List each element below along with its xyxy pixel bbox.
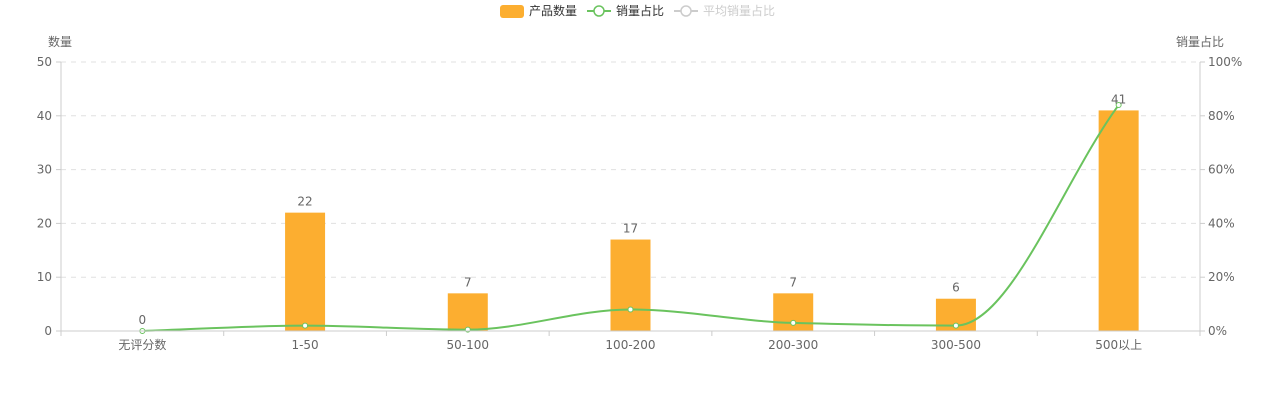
bar[interactable] [285, 212, 326, 331]
x-tick-label: 100-200 [605, 338, 655, 352]
y-left-axis-title: 数量 [48, 34, 72, 49]
bar-data-label: 41 [1111, 92, 1126, 106]
y-right-tick-label: 20% [1208, 270, 1235, 284]
legend-item-1[interactable]: 销量占比 [587, 3, 664, 18]
legend-item-0[interactable]: 产品数量 [500, 3, 577, 18]
x-tick-label: 200-300 [768, 338, 818, 352]
y-left-tick-label: 20 [37, 216, 52, 230]
legend: 产品数量 销量占比 平均销量占比 [500, 3, 775, 18]
y-right-tick-label: 100% [1208, 55, 1242, 69]
x-tick-label: 300-500 [931, 338, 981, 352]
line-point[interactable] [627, 306, 634, 313]
legend-label: 平均销量占比 [703, 3, 775, 18]
line-point[interactable] [952, 322, 959, 329]
y-left-tick-label: 50 [37, 55, 52, 69]
line-point[interactable] [1115, 102, 1122, 109]
bar[interactable] [1098, 110, 1139, 331]
bar-data-label: 22 [297, 195, 312, 209]
bar[interactable] [610, 239, 651, 331]
legend-label: 销量占比 [616, 3, 664, 18]
bar-data-label: 7 [789, 275, 797, 289]
line-point[interactable] [302, 322, 309, 329]
y-left-tick-label: 0 [44, 324, 52, 338]
y-right-axis-title: 销量占比 [1176, 34, 1224, 49]
bar-series [285, 110, 1139, 331]
legend-line-marker [680, 5, 692, 17]
y-right-tick-label: 60% [1208, 163, 1235, 177]
line-point[interactable] [790, 319, 797, 326]
x-tick-label: 50-100 [447, 338, 490, 352]
bar-data-label: 0 [139, 313, 147, 327]
legend-item-2[interactable]: 平均销量占比 [674, 3, 775, 18]
y-right-tick-label: 80% [1208, 109, 1235, 123]
x-tick-label: 无评分数 [118, 337, 166, 352]
x-tick-label: 1-50 [291, 338, 318, 352]
x-tick-label: 500以上 [1095, 338, 1142, 352]
y-left-tick-label: 40 [37, 109, 52, 123]
legend-line-marker [593, 5, 605, 17]
legend-bar-swatch [500, 5, 524, 18]
y-right-tick-label: 0% [1208, 324, 1227, 338]
data-labels: 0 22 7 17 7 6 41 [139, 92, 1127, 327]
legend-label: 产品数量 [529, 3, 577, 18]
bar-data-label: 7 [464, 275, 472, 289]
y-left-tick-label: 30 [37, 163, 52, 177]
bar-data-label: 6 [952, 281, 960, 295]
bar-data-label: 17 [623, 222, 638, 236]
y-right-tick-label: 40% [1208, 216, 1235, 230]
bar[interactable] [447, 293, 488, 331]
y-left-tick-label: 10 [37, 270, 52, 284]
line-series [139, 102, 1122, 334]
